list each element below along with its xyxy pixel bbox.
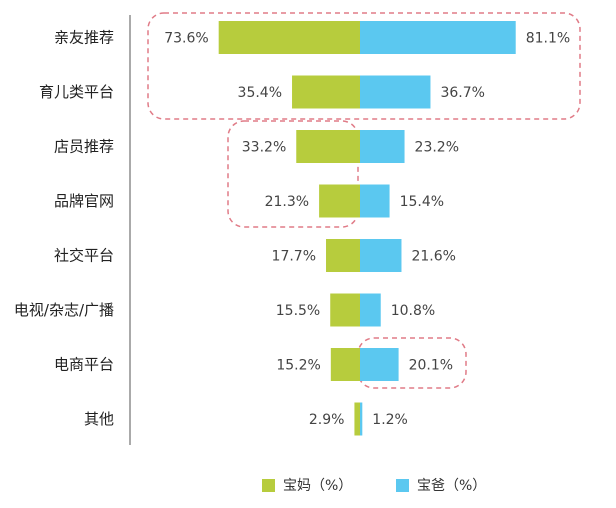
bar-mom — [326, 239, 360, 272]
bar-dad — [360, 402, 363, 436]
bar-mom — [292, 75, 360, 109]
legend-swatch-mom — [262, 479, 275, 492]
category-label: 电视/杂志/广播 — [14, 301, 114, 319]
value-label-mom: 33.2% — [242, 140, 286, 156]
bar-mom — [218, 21, 360, 54]
bar-mom — [330, 348, 360, 381]
bar-dad — [360, 184, 390, 218]
value-label-mom: 15.2% — [276, 358, 320, 374]
bar-dad — [360, 130, 405, 163]
bar-mom — [319, 184, 360, 218]
value-label-mom: 17.7% — [272, 249, 316, 265]
highlight-box — [147, 12, 581, 120]
category-label: 电商平台 — [54, 356, 114, 374]
bar-mom — [354, 402, 360, 436]
legend: 宝妈（%） 宝爸（%） — [262, 478, 486, 494]
value-label-dad: 21.6% — [411, 249, 455, 265]
value-label-mom: 35.4% — [238, 85, 282, 101]
bars — [218, 21, 516, 436]
category-label: 品牌官网 — [54, 192, 114, 210]
legend-label-mom: 宝妈（%） — [283, 478, 352, 494]
bar-dad — [360, 239, 402, 272]
value-label-mom: 21.3% — [265, 194, 309, 210]
bar-mom — [296, 130, 360, 163]
category-label: 育儿类平台 — [39, 83, 114, 101]
legend-label-dad: 宝爸（%） — [417, 478, 486, 494]
value-label-mom: 73.6% — [164, 31, 208, 47]
bar-dad — [360, 348, 399, 381]
value-label-dad: 81.1% — [526, 31, 570, 47]
bar-dad — [360, 75, 431, 109]
value-label-dad: 15.4% — [400, 194, 444, 210]
value-label-mom: 15.5% — [276, 303, 320, 319]
highlight-box — [227, 120, 359, 228]
value-label-mom: 2.9% — [309, 412, 345, 428]
category-label: 亲友推荐 — [54, 29, 114, 47]
value-labels: 73.6% 81.1% 35.4% 36.7% 33.2% 23.2% 21.3% 15.4%… — [164, 31, 570, 429]
value-label-dad: 10.8% — [391, 303, 435, 319]
bar-dad — [360, 21, 516, 54]
value-label-dad: 36.7% — [440, 85, 484, 101]
category-label: 其他 — [84, 410, 114, 428]
bar-mom — [330, 293, 360, 327]
category-label: 社交平台 — [54, 247, 114, 265]
legend-swatch-dad — [396, 479, 409, 492]
category-label: 店员推荐 — [54, 138, 114, 156]
value-label-dad: 23.2% — [415, 140, 459, 156]
value-label-dad: 1.2% — [372, 412, 408, 428]
value-label-dad: 20.1% — [409, 358, 453, 374]
bar-dad — [360, 293, 381, 327]
